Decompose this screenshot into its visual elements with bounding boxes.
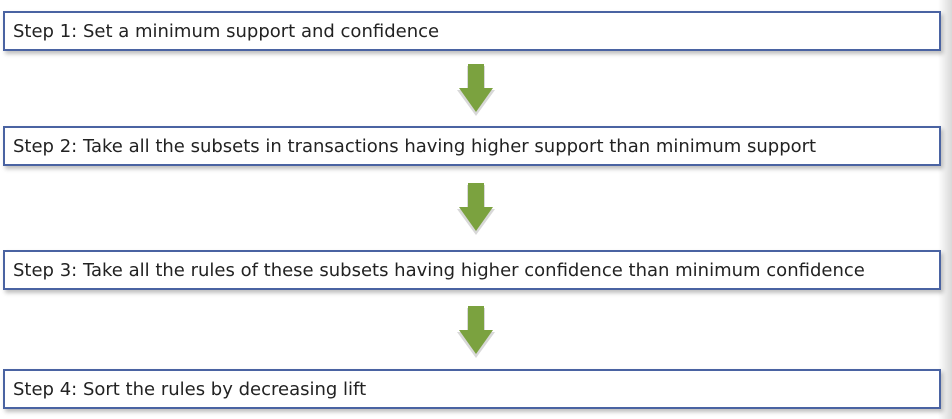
down-arrow-icon: [457, 306, 495, 358]
step-1-label: Step 1: Set a minimum support and confid…: [13, 20, 440, 42]
down-arrow-icon: [457, 183, 495, 235]
step-4-label: Step 4: Sort the rules by decreasing lif…: [13, 378, 367, 400]
down-arrow-icon: [457, 64, 495, 116]
page-edge-shadow: [938, 0, 952, 419]
step-3-label: Step 3: Take all the rules of these subs…: [13, 259, 865, 281]
step-3-box: Step 3: Take all the rules of these subs…: [3, 250, 941, 290]
step-2-label: Step 2: Take all the subsets in transact…: [13, 135, 817, 157]
step-2-box: Step 2: Take all the subsets in transact…: [3, 126, 941, 166]
step-1-box: Step 1: Set a minimum support and confid…: [3, 11, 941, 51]
step-4-box: Step 4: Sort the rules by decreasing lif…: [3, 369, 941, 409]
